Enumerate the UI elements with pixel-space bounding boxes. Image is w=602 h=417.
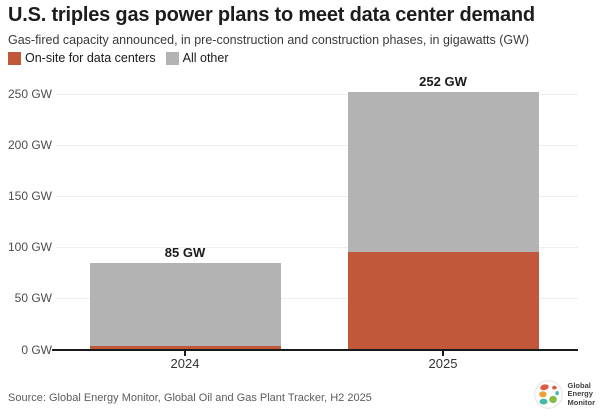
logo-line-2: Energy	[567, 389, 593, 399]
logo-line-1: Global	[567, 380, 591, 390]
gridline-200-GW	[56, 144, 578, 146]
globe-icon	[533, 380, 563, 409]
legend-item-onsite: On-site for data centers	[8, 51, 156, 65]
bar-total-label-2025: 252 GW	[419, 73, 467, 89]
y-axis-label: 200 GW	[7, 137, 52, 152]
legend-swatch-onsite-icon	[8, 51, 21, 65]
legend-label-allother: All other	[182, 51, 229, 65]
y-axis-label: 0 GW	[21, 342, 52, 357]
x-axis-tick-2024	[184, 351, 186, 356]
y-axis-label: 100 GW	[7, 240, 52, 255]
chart-subtitle: Gas-fired capacity announced, in pre-con…	[8, 33, 530, 47]
x-axis-label-2025: 2025	[428, 356, 458, 371]
bar-2024-onsite	[89, 345, 281, 350]
gridline-50-GW	[56, 298, 578, 300]
legend-item-allother: All other	[165, 51, 229, 65]
bar-total-label-2024: 85 GW	[164, 244, 206, 260]
publisher-logo-text: Global Energy Monitor	[567, 380, 596, 408]
publisher-logo: Global Energy Monitor	[533, 380, 596, 409]
x-axis-line	[52, 349, 578, 351]
bar-2025-allother	[347, 91, 539, 252]
legend: On-site for data centers All other	[8, 51, 228, 65]
legend-swatch-allother-icon	[165, 51, 179, 65]
x-axis-label-2024: 2024	[170, 356, 200, 371]
gridline-150-GW	[56, 195, 578, 197]
x-axis-tick-2025	[442, 351, 444, 356]
gridline-100-GW	[56, 247, 578, 249]
bar-2025-onsite	[347, 251, 539, 350]
y-axis-label: 250 GW	[7, 86, 52, 101]
y-axis-label: 50 GW	[14, 291, 52, 306]
y-axis-label: 150 GW	[7, 188, 52, 203]
bar-2024-allother	[89, 262, 281, 346]
source-note: Source: Global Energy Monitor, Global Oi…	[8, 392, 372, 404]
logo-line-3: Monitor	[567, 397, 596, 407]
chart-title: U.S. triples gas power plans to meet dat…	[8, 4, 535, 26]
gridline-250-GW	[56, 93, 578, 95]
legend-label-onsite: On-site for data centers	[25, 51, 156, 65]
